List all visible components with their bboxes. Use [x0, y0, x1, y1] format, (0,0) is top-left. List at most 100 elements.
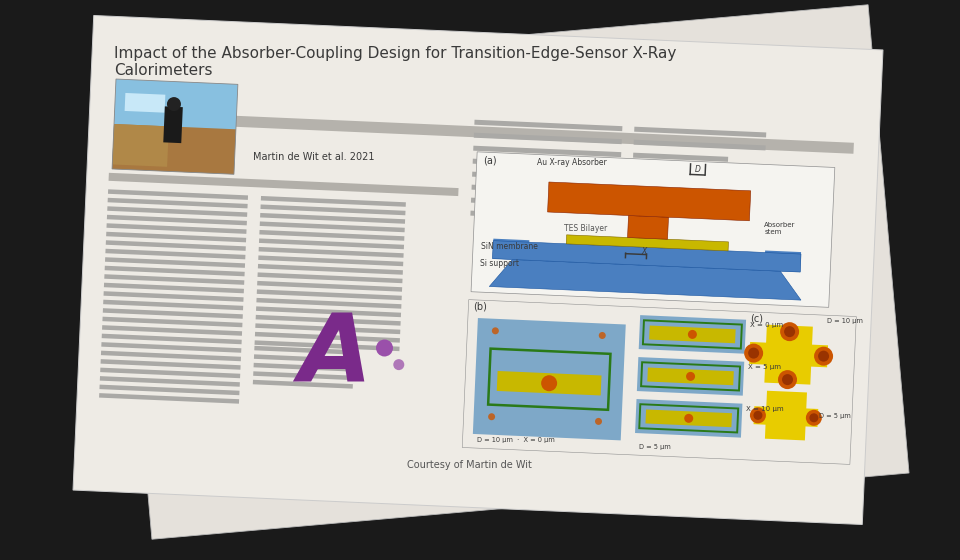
Bar: [647, 367, 733, 385]
Bar: [107, 223, 247, 234]
Text: X = 5 μm: X = 5 μm: [748, 364, 781, 370]
Bar: [635, 399, 742, 437]
Bar: [632, 179, 764, 189]
Bar: [632, 192, 727, 201]
Text: (c): (c): [751, 314, 763, 324]
Bar: [107, 215, 247, 225]
Bar: [634, 139, 766, 151]
Text: D = 5 μm: D = 5 μm: [638, 444, 670, 450]
Ellipse shape: [754, 411, 762, 420]
Bar: [108, 173, 459, 196]
Bar: [463, 300, 856, 464]
Bar: [253, 371, 353, 380]
Bar: [566, 235, 729, 251]
Bar: [601, 264, 716, 284]
Bar: [608, 348, 723, 368]
Ellipse shape: [750, 407, 766, 423]
Bar: [105, 257, 245, 268]
Bar: [136, 72, 855, 149]
Bar: [108, 206, 248, 217]
Text: D = 10 μm: D = 10 μm: [828, 318, 863, 324]
Bar: [255, 315, 400, 326]
Ellipse shape: [782, 374, 793, 385]
Ellipse shape: [688, 330, 697, 339]
Bar: [260, 221, 405, 232]
Ellipse shape: [748, 348, 759, 358]
Bar: [102, 325, 242, 336]
Bar: [473, 146, 621, 157]
Bar: [258, 264, 403, 275]
Bar: [253, 354, 354, 363]
Bar: [254, 340, 399, 351]
Bar: [635, 127, 766, 137]
Bar: [588, 125, 704, 144]
Bar: [104, 291, 244, 302]
FancyBboxPatch shape: [73, 16, 883, 525]
Bar: [474, 120, 622, 131]
Bar: [470, 211, 581, 221]
Text: X = 0 μm: X = 0 μm: [750, 322, 783, 328]
Bar: [625, 253, 647, 255]
Text: X: X: [641, 247, 646, 256]
Bar: [638, 315, 746, 354]
Bar: [633, 153, 729, 162]
Bar: [689, 174, 706, 176]
Bar: [105, 274, 245, 285]
Bar: [106, 240, 246, 251]
Bar: [492, 241, 801, 272]
Text: Si support: Si support: [480, 259, 519, 268]
Bar: [643, 320, 742, 348]
Bar: [112, 124, 236, 174]
Bar: [646, 253, 647, 259]
Bar: [628, 216, 668, 239]
Bar: [255, 323, 400, 334]
Bar: [260, 204, 405, 215]
Bar: [114, 110, 853, 154]
Text: Impact of the Absorber-Coupling Design for Transition-Edge-Sensor X-Ray
Calorime: Impact of the Absorber-Coupling Design f…: [114, 46, 677, 78]
Text: D: D: [695, 165, 701, 174]
Bar: [100, 367, 240, 378]
Text: SiN membrane: SiN membrane: [481, 242, 539, 251]
Bar: [253, 363, 353, 372]
Bar: [255, 332, 400, 343]
Ellipse shape: [492, 327, 499, 334]
Bar: [103, 300, 243, 310]
Text: A: A: [298, 310, 372, 402]
Bar: [104, 283, 244, 293]
Bar: [471, 198, 619, 209]
Bar: [256, 306, 401, 317]
Bar: [590, 152, 707, 172]
Bar: [764, 250, 801, 272]
Bar: [649, 325, 735, 343]
Bar: [641, 362, 740, 390]
Bar: [101, 359, 241, 370]
Bar: [259, 239, 404, 249]
Ellipse shape: [599, 332, 606, 339]
Ellipse shape: [809, 413, 818, 422]
Bar: [639, 404, 738, 432]
Bar: [472, 158, 583, 169]
Bar: [163, 106, 182, 143]
Text: (b): (b): [473, 302, 488, 312]
Ellipse shape: [541, 375, 557, 391]
Bar: [107, 232, 246, 242]
Ellipse shape: [780, 322, 799, 341]
Bar: [100, 376, 240, 387]
Bar: [633, 166, 764, 176]
Bar: [689, 163, 691, 175]
Bar: [103, 308, 243, 319]
Ellipse shape: [684, 414, 693, 423]
Bar: [254, 346, 354, 354]
Bar: [102, 334, 242, 344]
Bar: [112, 79, 238, 174]
Ellipse shape: [167, 97, 180, 111]
Bar: [593, 180, 708, 200]
Bar: [705, 164, 707, 176]
Bar: [492, 239, 529, 260]
Ellipse shape: [778, 370, 797, 389]
Bar: [112, 79, 238, 174]
Text: Courtesy of Martin de Wit: Courtesy of Martin de Wit: [407, 460, 532, 470]
Text: D = 5 μm: D = 5 μm: [819, 413, 851, 419]
Bar: [102, 342, 241, 353]
Ellipse shape: [595, 418, 602, 425]
